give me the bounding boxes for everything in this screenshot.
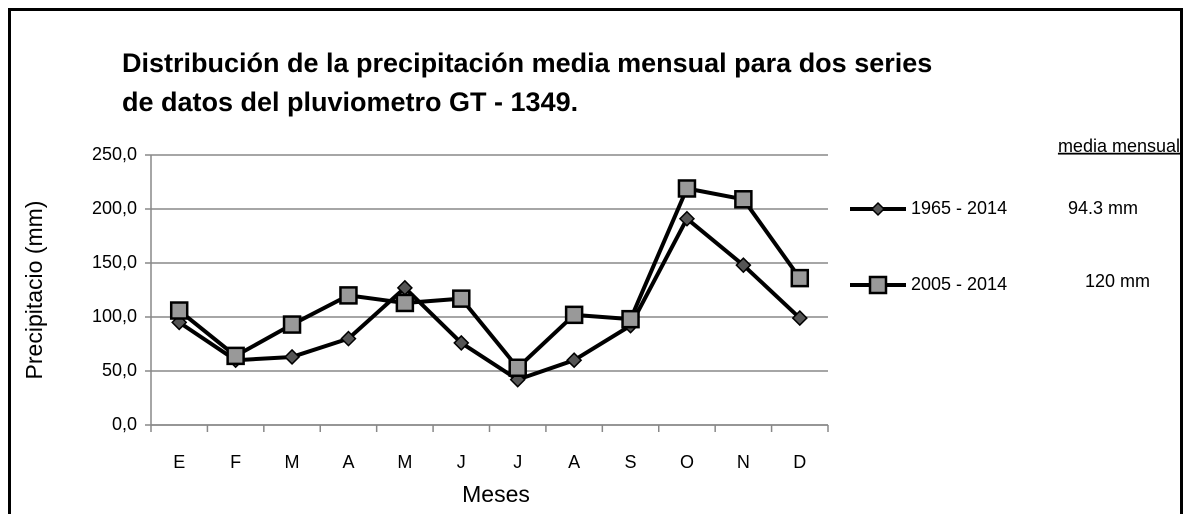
legend-label: 1965 - 2014 — [911, 198, 1007, 218]
chart-title: Distribución de la precipitación media m… — [122, 48, 932, 78]
legend-marker — [868, 275, 888, 295]
x-tick-label: J — [513, 452, 522, 472]
y-tick-label: 100,0 — [92, 306, 137, 326]
y-tick-label: 50,0 — [102, 360, 137, 380]
series-line — [178, 216, 802, 382]
data-point — [677, 179, 697, 198]
data-point — [453, 334, 470, 351]
data-point — [678, 210, 696, 227]
data-point — [452, 289, 471, 308]
x-tick-label: A — [342, 452, 354, 472]
data-point — [621, 309, 640, 329]
data-point — [564, 305, 584, 325]
data-point — [508, 358, 527, 378]
x-tick-label: S — [625, 452, 637, 472]
legend-header: media mensual — [1058, 136, 1180, 156]
y-axis-title: Precipitacio (mm) — [21, 201, 47, 380]
data-point — [735, 257, 752, 274]
x-tick-label: J — [457, 452, 466, 472]
data-point — [339, 286, 358, 305]
x-tick-label: M — [285, 452, 300, 472]
x-tick-label: E — [173, 452, 185, 472]
data-point — [169, 301, 189, 320]
x-tick-label: O — [680, 452, 694, 472]
data-point — [283, 348, 301, 366]
data-point — [395, 293, 415, 313]
legend-marker — [870, 201, 886, 217]
data-point — [566, 352, 583, 369]
data-point — [791, 310, 808, 327]
y-tick-label: 150,0 — [92, 252, 137, 272]
x-tick-label: D — [793, 452, 806, 472]
y-tick-label: 0,0 — [112, 414, 137, 434]
legend-mean: 120 mm — [1085, 271, 1150, 291]
x-axis-title: Meses — [462, 481, 530, 507]
legend-label: 2005 - 2014 — [911, 274, 1007, 294]
chart-title: de datos del pluviometro GT - 1349. — [122, 87, 578, 117]
x-tick-label: M — [397, 452, 412, 472]
series-line — [177, 186, 802, 370]
data-point — [226, 346, 245, 366]
y-tick-label: 250,0 — [92, 144, 137, 164]
data-point — [340, 330, 357, 347]
x-tick-label: N — [737, 452, 750, 472]
frame — [8, 8, 1183, 514]
legend-mean: 94.3 mm — [1068, 198, 1138, 218]
y-tick-label: 200,0 — [92, 198, 137, 218]
x-tick-label: A — [568, 452, 580, 472]
data-point — [734, 190, 753, 209]
x-tick-label: F — [230, 452, 241, 472]
data-point — [282, 315, 302, 334]
data-point — [790, 268, 810, 288]
